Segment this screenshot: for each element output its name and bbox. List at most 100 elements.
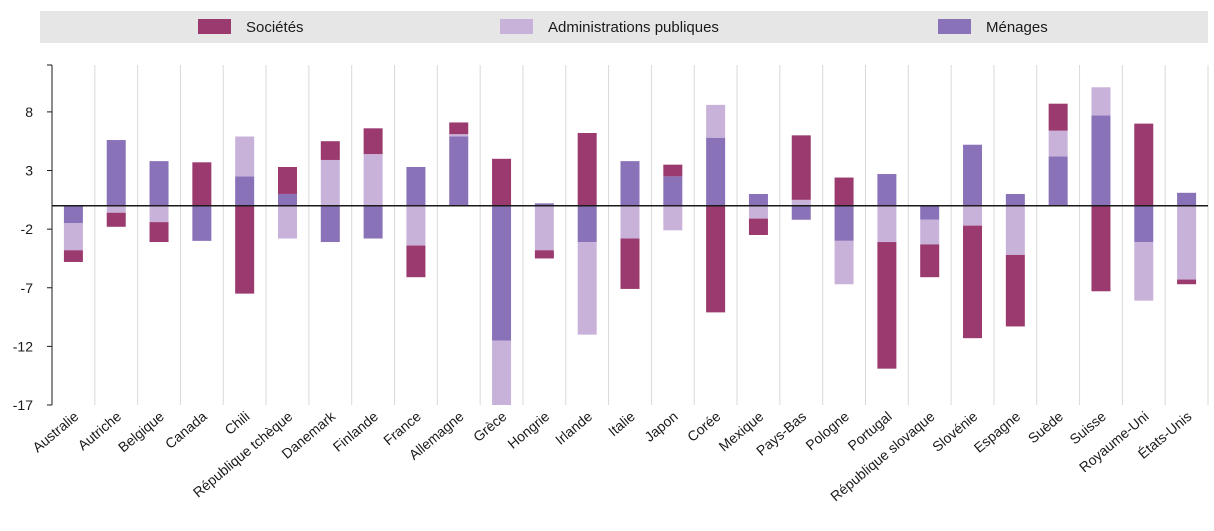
bar-segment <box>192 205 212 241</box>
bar-segment <box>920 219 940 245</box>
bar-segment <box>277 167 297 194</box>
bar-segment <box>534 250 554 259</box>
bar-segment <box>1005 205 1025 255</box>
bar-segment <box>277 205 297 239</box>
bar-segment <box>363 128 383 155</box>
bar-segment <box>1134 123 1154 206</box>
legend-background <box>40 11 1208 43</box>
bar-segment <box>663 164 683 177</box>
bar-segment <box>449 134 469 137</box>
bar-segment <box>363 154 383 206</box>
legend-swatch-2 <box>938 19 971 34</box>
bar-segment <box>834 240 854 285</box>
x-tick-label: Chili <box>221 408 252 438</box>
y-tick-label: -2 <box>21 221 34 237</box>
x-tick-label: Suède <box>1025 408 1066 446</box>
bar-segment <box>577 133 597 206</box>
y-tick-label: -17 <box>13 397 33 413</box>
bar-segment <box>235 136 255 177</box>
bar-segment <box>149 205 169 223</box>
bar-segment <box>406 205 426 246</box>
bar-segment <box>577 242 597 335</box>
bar-segment <box>748 205 768 219</box>
legend-swatch-0 <box>198 19 231 34</box>
bar-segment <box>106 140 126 206</box>
x-tick-label: Canada <box>162 408 210 452</box>
bar-segment <box>1134 205 1154 243</box>
bar-segment <box>1091 205 1111 292</box>
x-tick-label: Italie <box>605 408 638 439</box>
bar-segment <box>706 137 726 206</box>
bar-segment <box>1048 156 1068 206</box>
bar-segment <box>877 242 897 369</box>
bar-segment <box>834 205 854 241</box>
bar-segment <box>406 245 426 278</box>
bar-segment <box>1134 242 1154 301</box>
bar-segment <box>63 205 83 224</box>
bar-segment <box>748 218 768 235</box>
bar-segment <box>492 340 512 405</box>
x-tick-label: Espagne <box>971 408 1024 456</box>
bar-segment <box>1048 103 1068 131</box>
bar-segment <box>1177 279 1197 285</box>
bar-segment <box>63 223 83 251</box>
bar-segment <box>706 104 726 138</box>
x-tick-label: Hongrie <box>504 408 552 452</box>
legend-label-1: Administrations publiques <box>548 19 719 36</box>
bar-segment <box>106 212 126 227</box>
bar-segment <box>363 205 383 239</box>
bar-segment <box>149 222 169 243</box>
bar-segment <box>963 144 983 206</box>
bar-segment <box>63 250 83 262</box>
y-axis: 8 3 -2 -7 -12 -17 <box>13 64 1208 413</box>
bar-segment <box>748 193 768 206</box>
bar-segment <box>1177 192 1197 206</box>
y-tick-label: -12 <box>13 338 33 354</box>
bar-segment <box>235 176 255 206</box>
bar-segment <box>1091 87 1111 116</box>
bar-segment <box>920 205 940 220</box>
bar-segment <box>1091 115 1111 206</box>
bar-segment <box>877 174 897 206</box>
legend-label-2: Ménages <box>986 19 1048 36</box>
x-tick-label: Pologne <box>802 408 852 453</box>
bar-segment <box>963 225 983 339</box>
bar-segment <box>663 176 683 206</box>
bar-segment <box>192 162 212 206</box>
bar-segment <box>1048 130 1068 157</box>
bar-segment <box>920 244 940 278</box>
bar-segment <box>1005 193 1025 206</box>
bar-segment <box>534 205 554 251</box>
x-tick-label: Australie <box>29 408 81 455</box>
bar-segment <box>791 199 811 206</box>
bar-segment <box>663 205 683 231</box>
bar-segment <box>235 205 255 294</box>
bars <box>63 87 1197 405</box>
bar-segment <box>620 161 640 206</box>
bar-segment <box>406 167 426 206</box>
bar-segment <box>877 205 897 243</box>
bar-segment <box>620 238 640 289</box>
bar-segment <box>834 177 854 206</box>
bar-segment <box>320 141 340 160</box>
y-tick-label: -7 <box>21 280 34 296</box>
y-tick-label: 3 <box>25 163 33 179</box>
bar-segment <box>449 136 469 206</box>
bar-segment <box>492 158 512 206</box>
bar-segment <box>320 159 340 206</box>
legend-swatch-1 <box>500 19 533 34</box>
bar-segment <box>791 135 811 200</box>
bar-segment <box>706 205 726 313</box>
legend: Sociétés Administrations publiques Ménages <box>198 19 1048 36</box>
bar-segment <box>149 161 169 206</box>
x-tick-label: Japon <box>641 408 681 445</box>
bar-segment <box>449 122 469 135</box>
bar-segment <box>1005 254 1025 327</box>
bar-segment <box>320 205 340 243</box>
bar-segment <box>620 205 640 239</box>
bar-segment <box>963 205 983 226</box>
x-tick-label: Finlande <box>330 408 382 455</box>
bar-segment <box>277 193 297 206</box>
